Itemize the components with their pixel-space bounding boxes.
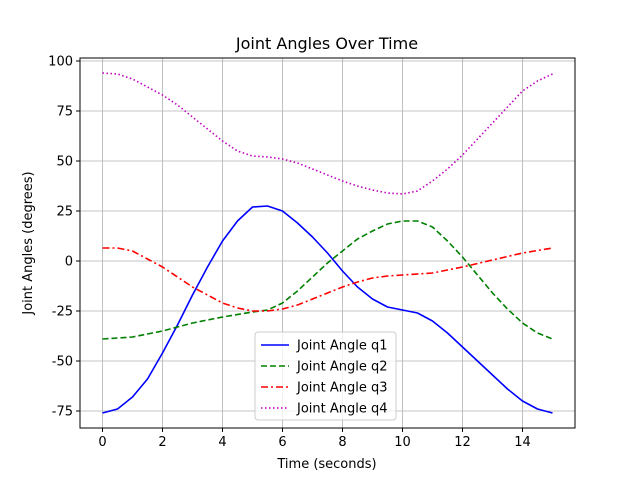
x-axis-label: Time (seconds)	[276, 457, 376, 472]
legend-label-joint-angle-q2: Joint Angle q2	[296, 360, 388, 375]
x-tick-label: 4	[218, 435, 226, 450]
y-axis-label: Joint Angles (degrees)	[21, 171, 36, 315]
x-axis-ticks: 0 2 4 6 8 10 12 14	[98, 428, 531, 450]
legend-label-joint-angle-q4: Joint Angle q4	[296, 402, 388, 417]
legend-label-joint-angle-q1: Joint Angle q1	[296, 339, 388, 354]
legend: Joint Angle q1 Joint Angle q2 Joint Angle …	[254, 331, 397, 421]
y-tick-label: 0	[65, 255, 73, 270]
y-axis-ticks: -75 -50 -25 0 25 50 75 100	[48, 55, 80, 420]
legend-label-joint-angle-q3: Joint Angle q3	[296, 381, 388, 396]
y-tick-label: 100	[48, 55, 73, 70]
x-tick-label: 10	[394, 435, 411, 450]
y-tick-label: 25	[56, 205, 73, 220]
series-line-joint-angle-q4	[102, 72, 553, 195]
series-lines	[102, 72, 553, 414]
y-tick-label: -50	[52, 355, 73, 370]
y-tick-label: 75	[56, 105, 73, 120]
y-tick-label: 50	[56, 155, 73, 170]
x-tick-label: 6	[278, 435, 286, 450]
chart-title: Joint Angles Over Time	[235, 34, 418, 53]
legend-box	[254, 331, 397, 421]
x-tick-label: 12	[454, 435, 471, 450]
plot-frame	[79, 57, 576, 429]
x-tick-label: 8	[338, 435, 346, 450]
x-tick-label: 0	[98, 435, 106, 450]
y-tick-label: -25	[52, 305, 73, 320]
x-tick-label: 14	[514, 435, 531, 450]
x-tick-label: 2	[158, 435, 166, 450]
series-line-joint-angle-q3	[102, 247, 553, 312]
series-line-joint-angle-q2	[102, 220, 553, 340]
series-line-joint-angle-q1	[102, 205, 553, 414]
y-tick-label: -75	[52, 405, 73, 420]
